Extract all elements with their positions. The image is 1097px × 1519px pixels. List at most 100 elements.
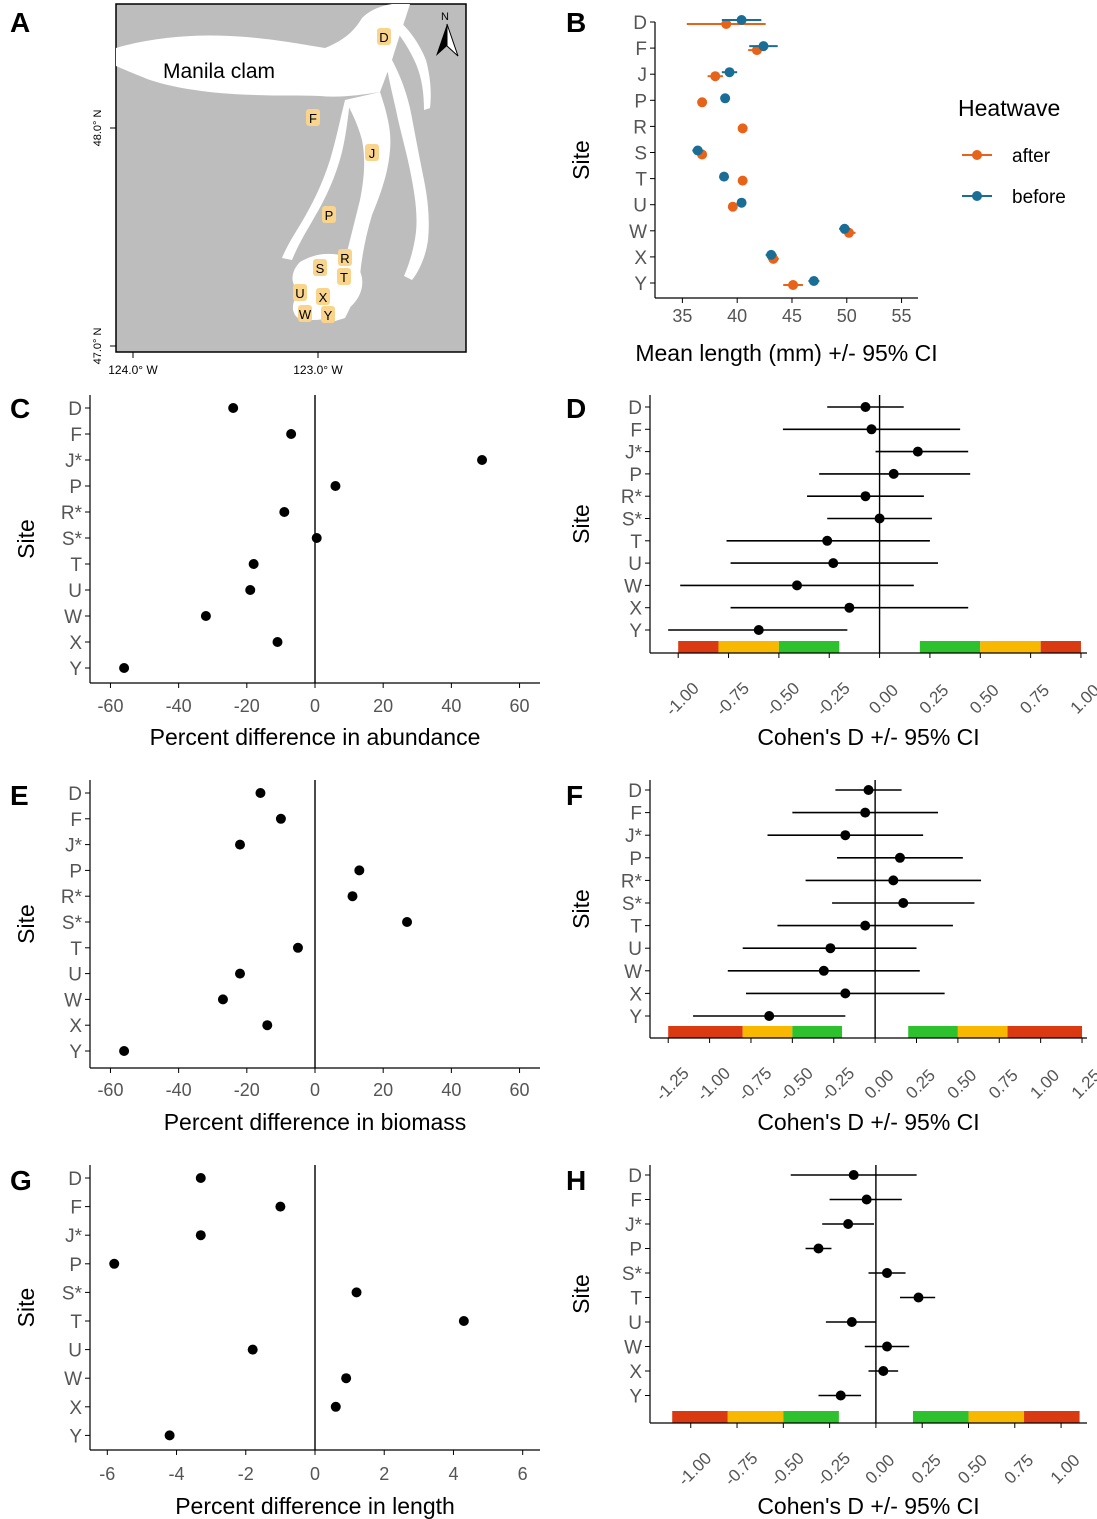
site-label: R* (621, 871, 643, 892)
data-point (764, 1011, 775, 1021)
point-after (710, 71, 721, 82)
data-point (846, 1317, 857, 1327)
data-point (828, 558, 839, 569)
x-tick-label: 20 (373, 696, 393, 716)
x-tick-label: -0.75 (735, 1064, 776, 1105)
x-axis-label: Mean length (mm) +/- 95% CI (635, 340, 937, 366)
map-site-label: R (340, 251, 349, 266)
data-point (882, 1268, 893, 1278)
site-label: Y (69, 1042, 82, 1063)
x-tick-label: 0.00 (865, 681, 902, 718)
map-site-label: D (379, 30, 388, 45)
site-label: X (629, 1362, 642, 1383)
x-tick-label: 50 (837, 306, 857, 326)
site-label: F (630, 804, 642, 825)
site-label: J* (625, 443, 643, 464)
point-before (724, 67, 735, 78)
site-label: J* (65, 836, 83, 857)
data-point (843, 1219, 854, 1229)
map-site-y: Y (321, 306, 335, 323)
east-channels (386, 60, 429, 280)
point-after (788, 280, 799, 290)
site-label: P (629, 849, 642, 870)
data-point (109, 1258, 120, 1269)
point-after (737, 123, 748, 134)
chart-panel-c: -60 -40 -20 0 20 40 60 Percent difference in ab… (13, 395, 540, 750)
data-point (119, 1046, 130, 1056)
point-before (766, 249, 777, 260)
panel-letter-d: D (566, 393, 586, 424)
site-label: X (629, 599, 642, 620)
x-tick-label: 1.00 (1026, 1066, 1063, 1103)
point-after (737, 175, 748, 186)
data-point (848, 1170, 859, 1180)
data-point (275, 1201, 286, 1212)
site-label: D (628, 398, 642, 419)
data-point (347, 891, 358, 902)
site-label: Y (629, 621, 642, 642)
legend: Heatwave after before (958, 95, 1066, 208)
site-label: F (635, 39, 647, 60)
site-label: Y (634, 274, 647, 295)
point-before (719, 171, 730, 182)
site-label: U (68, 1341, 82, 1362)
map-site-marker (337, 268, 351, 285)
x-tick-label: -0.75 (721, 1449, 762, 1490)
site-label: T (70, 555, 82, 576)
site-label: S* (622, 510, 643, 531)
x-tick-label: 45 (782, 306, 802, 326)
x-axis-label: Cohen's D +/- 95% CI (757, 1493, 979, 1519)
data-point (840, 988, 851, 999)
site-label: Y (629, 1007, 642, 1028)
site-label: U (633, 196, 647, 217)
data-point (341, 1373, 352, 1384)
map-site-s: S (313, 259, 327, 276)
site-label: F (70, 810, 82, 831)
data-point (354, 865, 365, 876)
x-tick-label: 0.75 (1000, 1451, 1037, 1488)
x-tick-label: -1.25 (652, 1064, 693, 1105)
site-label: R (633, 117, 647, 138)
data-point (822, 535, 833, 546)
x-tick-label: -20 (234, 1080, 260, 1100)
map-site-x: X (316, 288, 330, 305)
x-tick-label: 4 (448, 1464, 458, 1484)
point-before (692, 145, 703, 156)
whidbey-passage (394, 20, 431, 110)
site-label: D (68, 399, 82, 420)
data-point (863, 785, 874, 795)
site-label: D (628, 1166, 642, 1187)
site-label: S* (622, 1264, 643, 1285)
site-label: D (628, 781, 642, 802)
lon-tick-123: 123.0° W (293, 363, 343, 377)
data-point (262, 1020, 273, 1031)
x-tick-label: 0.25 (902, 1066, 939, 1103)
site-label: S* (62, 1283, 83, 1304)
x-tick-label: 40 (441, 1080, 461, 1100)
site-label: Y (69, 659, 82, 680)
site-label: T (70, 1312, 82, 1333)
map-site-r: R (338, 249, 352, 266)
site-label: U (68, 965, 82, 986)
data-point (860, 402, 871, 412)
map-site-w: W (298, 305, 312, 322)
map-site-marker (316, 288, 330, 305)
effect-band-large (1024, 1411, 1080, 1423)
site-label: P (69, 477, 82, 498)
x-axis-label: Percent difference in biomass (164, 1109, 467, 1135)
site-label: W (624, 1338, 642, 1359)
site-label: W (624, 962, 642, 983)
x-tick-label: 0 (310, 696, 320, 716)
point-after (697, 97, 708, 108)
effect-band-small (778, 641, 840, 653)
map-site-u: U (293, 284, 307, 301)
x-tick-label: -0.75 (712, 679, 753, 720)
x-tick-label: -0.50 (767, 1449, 808, 1490)
legend-key-point (972, 150, 982, 160)
x-tick-label: 0 (310, 1464, 320, 1484)
data-point (248, 559, 259, 569)
map-site-label: X (319, 290, 328, 305)
site-label: F (630, 1191, 642, 1212)
data-point (330, 1401, 341, 1412)
site-label: U (628, 554, 642, 575)
